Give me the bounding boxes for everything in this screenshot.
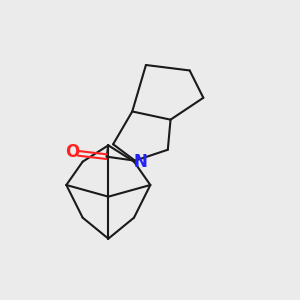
Text: O: O (65, 143, 80, 161)
Text: N: N (133, 153, 147, 171)
